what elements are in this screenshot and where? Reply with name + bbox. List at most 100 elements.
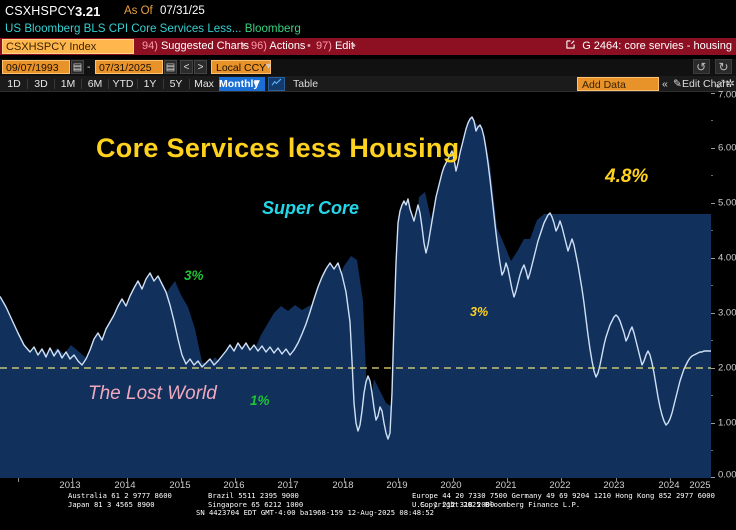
edit-chart-button[interactable]: Edit Chart <box>682 78 729 90</box>
end-date-input[interactable]: 07/31/2025 <box>95 60 163 74</box>
prev-period-button[interactable]: < <box>180 60 193 74</box>
menu-label: Suggested Charts <box>160 40 250 52</box>
series-area <box>0 117 711 478</box>
series-detail <box>0 116 711 478</box>
period-6m[interactable]: 6M <box>87 78 103 90</box>
pencil-icon[interactable]: ✎ <box>673 78 682 90</box>
y-tick <box>711 423 715 424</box>
expand-icon[interactable]: ⤢ <box>716 78 725 90</box>
x-tick <box>344 478 345 482</box>
menu-label: Actions <box>269 40 306 52</box>
currency-caret-icon[interactable]: ▾ <box>266 61 272 72</box>
chevron-down-icon[interactable]: ▼ <box>252 78 262 89</box>
footer-copyright: Copyright 2025 Bloomberg Finance L.P. <box>420 499 581 509</box>
period-toolbar: 1D 3D 1M 6M YTD 1Y 5Y Max Monthly ▼ Tabl… <box>0 76 736 92</box>
period-5y[interactable]: 5Y <box>169 78 183 90</box>
y-tick <box>711 368 715 369</box>
annotation-3pct-right: 3% <box>470 305 489 319</box>
command-input[interactable]: CSXHSPCY Index <box>2 39 134 54</box>
add-data-input[interactable]: Add Data <box>577 77 659 91</box>
menu-edit[interactable]: 97) Edit <box>316 40 354 52</box>
period-max[interactable]: Max <box>194 78 214 90</box>
header-row: CSXHSPCY 3.21 As Of 07/31/25 <box>0 2 736 20</box>
menu-actions[interactable]: 96) Actions <box>251 40 305 52</box>
y-axis-label: 6.00 <box>718 142 736 154</box>
annotation-super-core: Super Core <box>262 198 360 218</box>
gear-icon[interactable]: ✲ <box>726 78 735 90</box>
toolbar-divider <box>81 79 82 89</box>
toolbar-divider <box>189 79 190 89</box>
x-axis-label: 2013 <box>59 480 81 491</box>
footer-region-right2: U.S. 1 212 318 2000 <box>412 499 495 509</box>
security-description-row: US Bloomberg BLS CPI Core Services Less.… <box>5 22 301 37</box>
footer: Australia 61 2 9777 8600 Brazil 5511 239… <box>0 491 736 530</box>
chart-plot[interactable] <box>0 93 711 478</box>
y-tick-minor <box>711 450 713 451</box>
chart-area: Core Services less Housing Super Core Th… <box>0 90 736 481</box>
footer-session-info: SN 4423704 EDT GMT-4:00 ba1968-159 12-Au… <box>196 508 434 518</box>
currency-selector[interactable]: Local CCY <box>211 60 272 74</box>
undo-icon[interactable]: ↺ <box>692 59 710 74</box>
period-1d[interactable]: 1D <box>7 78 21 90</box>
undo-redo-group: ↺ ↻ <box>691 59 732 74</box>
x-tick <box>453 478 454 482</box>
menu-number: 96) <box>251 40 267 52</box>
external-link-icon <box>566 40 575 52</box>
table-view-button[interactable]: Table <box>293 78 319 90</box>
y-axis-label: 4.00 <box>718 252 736 264</box>
toolbar-divider <box>137 79 138 89</box>
x-tick <box>235 478 236 482</box>
x-tick <box>398 478 399 482</box>
menu-suggested-charts[interactable]: 94) Suggested Charts <box>142 40 249 52</box>
x-tick <box>290 478 291 482</box>
chart-name-label[interactable]: G 2464: core servies - housing <box>566 40 732 52</box>
x-tick <box>127 478 128 482</box>
as-of-date: 07/31/25 <box>160 5 205 17</box>
chart-name-text: G 2464: core servies - housing <box>582 40 732 52</box>
x-axis-label: 2017 <box>277 480 299 491</box>
y-tick <box>711 258 715 259</box>
security-description: US Bloomberg BLS CPI Core Services Less.… <box>5 22 242 35</box>
menu-separator: • <box>241 40 245 52</box>
x-tick <box>507 478 508 482</box>
x-axis-label: 2014 <box>114 480 136 491</box>
y-axis-label: 1.00 <box>718 417 736 429</box>
toolbar-divider <box>108 79 109 89</box>
footer-region-center2: Singapore 65 6212 1000 <box>208 499 304 509</box>
command-bar: CSXHSPCY Index 94) Suggested Charts • 96… <box>0 38 736 55</box>
ticker-value: 3.21 <box>75 4 101 19</box>
x-axis: 2013 2014 2015 2016 2017 2018 2019 2020 … <box>0 478 736 492</box>
redo-icon[interactable]: ↻ <box>715 59 732 74</box>
x-axis-label: 2021 <box>495 480 517 491</box>
period-3d[interactable]: 3D <box>34 78 48 90</box>
y-tick-minor <box>711 230 713 231</box>
x-tick <box>18 478 19 482</box>
as-of-label: As Of <box>124 5 153 17</box>
next-period-button[interactable]: > <box>194 60 207 74</box>
y-tick <box>711 313 715 314</box>
start-date-calendar-icon[interactable]: ▤ <box>71 60 84 74</box>
ticker-symbol: CSXHSPCY <box>5 4 76 18</box>
end-date-calendar-icon[interactable]: ▤ <box>164 60 177 74</box>
y-axis-label: 3.00 <box>718 307 736 319</box>
y-tick <box>711 477 715 478</box>
x-tick <box>181 478 182 482</box>
start-date-input[interactable]: 09/07/1993 <box>2 60 70 74</box>
footer-region-left2: Japan 81 3 4565 8900 <box>68 499 155 509</box>
menu-separator: • <box>307 40 311 52</box>
period-ytd[interactable]: YTD <box>112 78 134 90</box>
x-axis-label: 2016 <box>223 480 245 491</box>
line-chart-icon[interactable] <box>268 77 285 91</box>
y-tick-minor <box>711 175 713 176</box>
annotation-3pct-left: 3% <box>184 268 204 283</box>
x-axis-label: 2025 <box>689 480 711 491</box>
frequency-selector[interactable]: Monthly <box>219 77 265 91</box>
period-1y[interactable]: 1Y <box>143 78 157 90</box>
x-axis-label: 2018 <box>332 480 354 491</box>
period-1m[interactable]: 1M <box>60 78 76 90</box>
collapse-panel-button[interactable]: « <box>662 78 668 90</box>
y-tick <box>711 93 715 94</box>
x-tick <box>670 478 671 482</box>
y-tick-minor <box>711 120 713 121</box>
x-tick <box>616 478 617 482</box>
